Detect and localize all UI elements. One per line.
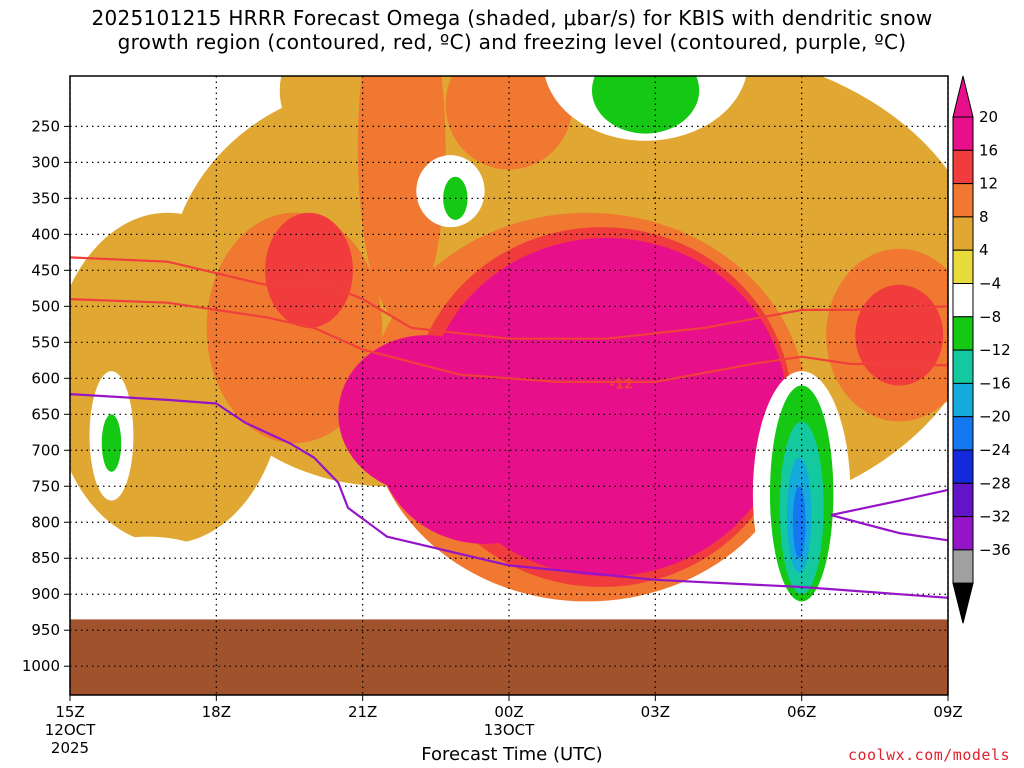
colorbar-swatch-12 — [952, 516, 974, 551]
colorbar-label-13: −36 — [979, 541, 1011, 559]
y-tick-label-500: 500 — [31, 297, 60, 315]
colorbar: 20 16 12 8 4 −4 −8 −12 −16 −20 −24 −28 −32 −36 — [952, 75, 1011, 624]
colorbar-swatch-1 — [952, 149, 974, 185]
y-tick-label-250: 250 — [31, 117, 60, 135]
freezing-level-contour-0 — [70, 393, 948, 599]
contour-label: -12 — [609, 377, 633, 392]
omega-region-29 — [792, 486, 806, 559]
y-tick-label-850: 850 — [31, 549, 60, 567]
colorbar-swatch-13 — [952, 549, 974, 584]
colorbar-label-1: 16 — [979, 141, 998, 159]
colorbar-swatch-2 — [952, 183, 974, 218]
y-tick-label-550: 550 — [31, 333, 60, 351]
x-tick-label-06Z: 06Z — [787, 703, 816, 721]
colorbar-swatch-9 — [952, 416, 974, 451]
y-tick-label-950: 950 — [31, 621, 60, 639]
terrain — [70, 619, 948, 695]
colorbar-label-6: −8 — [979, 308, 1001, 326]
freezing-level-contour-2 — [830, 514, 948, 542]
omega-region-8 — [445, 76, 573, 170]
colorbar-label-5: −4 — [979, 275, 1001, 293]
x-tick-label-15Z: 15Z — [55, 703, 84, 721]
colorbar-swatch-10 — [952, 449, 974, 484]
colorbar-label-2: 12 — [979, 175, 998, 193]
colorbar-swatch-4 — [952, 249, 974, 284]
y-tick-label-800: 800 — [31, 513, 60, 531]
colorbar-label-12: −32 — [979, 508, 1011, 526]
contour-lines: -12 — [70, 256, 948, 599]
colorbar-swatch-5 — [952, 283, 974, 318]
colorbar-label-10: −24 — [979, 441, 1011, 459]
x-tick-label-00Z: 00Z — [494, 703, 523, 721]
y-tick-label-650: 650 — [31, 405, 60, 423]
colorbar-label-9: −20 — [979, 408, 1011, 426]
freezing-level-contour-1 — [830, 488, 948, 517]
site-credit[interactable]: coolwx.com/models — [847, 746, 1010, 764]
colorbar-label-3: 8 — [979, 208, 989, 226]
colorbar-label-11: −28 — [979, 474, 1011, 492]
omega-region-16 — [377, 342, 592, 544]
colorbar-swatch-7 — [952, 349, 974, 384]
colorbar-swatch-0 — [952, 116, 974, 151]
colorbar-swatch-3 — [952, 216, 974, 251]
omega-region-11 — [855, 284, 944, 386]
colorbar-swatch-6 — [952, 316, 974, 351]
y-axis: 250 300 350 400 450 500 550 600 650 700 750 800 850 9… — [22, 117, 70, 675]
x-tick-year-15Z: 2025 — [51, 739, 89, 757]
colorbar-swatch-8 — [952, 382, 974, 418]
omega-region-10 — [265, 212, 353, 328]
omega-region-7 — [357, 76, 446, 321]
x-tick-label-18Z: 18Z — [202, 703, 231, 721]
y-tick-label-450: 450 — [31, 261, 60, 279]
colorbar-top-arrow — [952, 75, 974, 118]
x-axis-label: Forecast Time (UTC) — [421, 744, 603, 765]
colorbar-swatch-11 — [952, 482, 974, 518]
y-tick-label-400: 400 — [31, 225, 60, 243]
omega-region-23 — [591, 76, 700, 134]
y-tick-label-750: 750 — [31, 477, 60, 495]
x-tick-label-21Z: 21Z — [348, 703, 377, 721]
colorbar-bottom-arrow — [952, 582, 974, 624]
y-tick-label-600: 600 — [31, 369, 60, 387]
x-tick-label-03Z: 03Z — [641, 703, 670, 721]
y-tick-label-900: 900 — [31, 585, 60, 603]
chart-title: 2025101215 HRRR Forecast Omega (shaded, … — [91, 6, 933, 54]
omega-region-26 — [101, 414, 122, 472]
y-tick-label-350: 350 — [31, 189, 60, 207]
x-tick-label-09Z: 09Z — [933, 703, 962, 721]
y-tick-label-1000: 1000 — [22, 657, 60, 675]
y-tick-label-300: 300 — [31, 153, 60, 171]
x-tick-date-15Z: 12OCT — [45, 721, 96, 739]
y-tick-label-700: 700 — [31, 441, 60, 459]
colorbar-label-0: 20 — [979, 108, 998, 126]
colorbar-label-7: −12 — [979, 341, 1011, 359]
dendritic-contour-0 — [70, 256, 948, 340]
colorbar-label-8: −16 — [979, 374, 1011, 392]
omega-region-22 — [79, 536, 217, 595]
dendritic-contour-1 — [70, 298, 948, 383]
colorbar-label-4: 4 — [979, 241, 989, 259]
x-tick-date-00Z: 13OCT — [484, 721, 535, 739]
